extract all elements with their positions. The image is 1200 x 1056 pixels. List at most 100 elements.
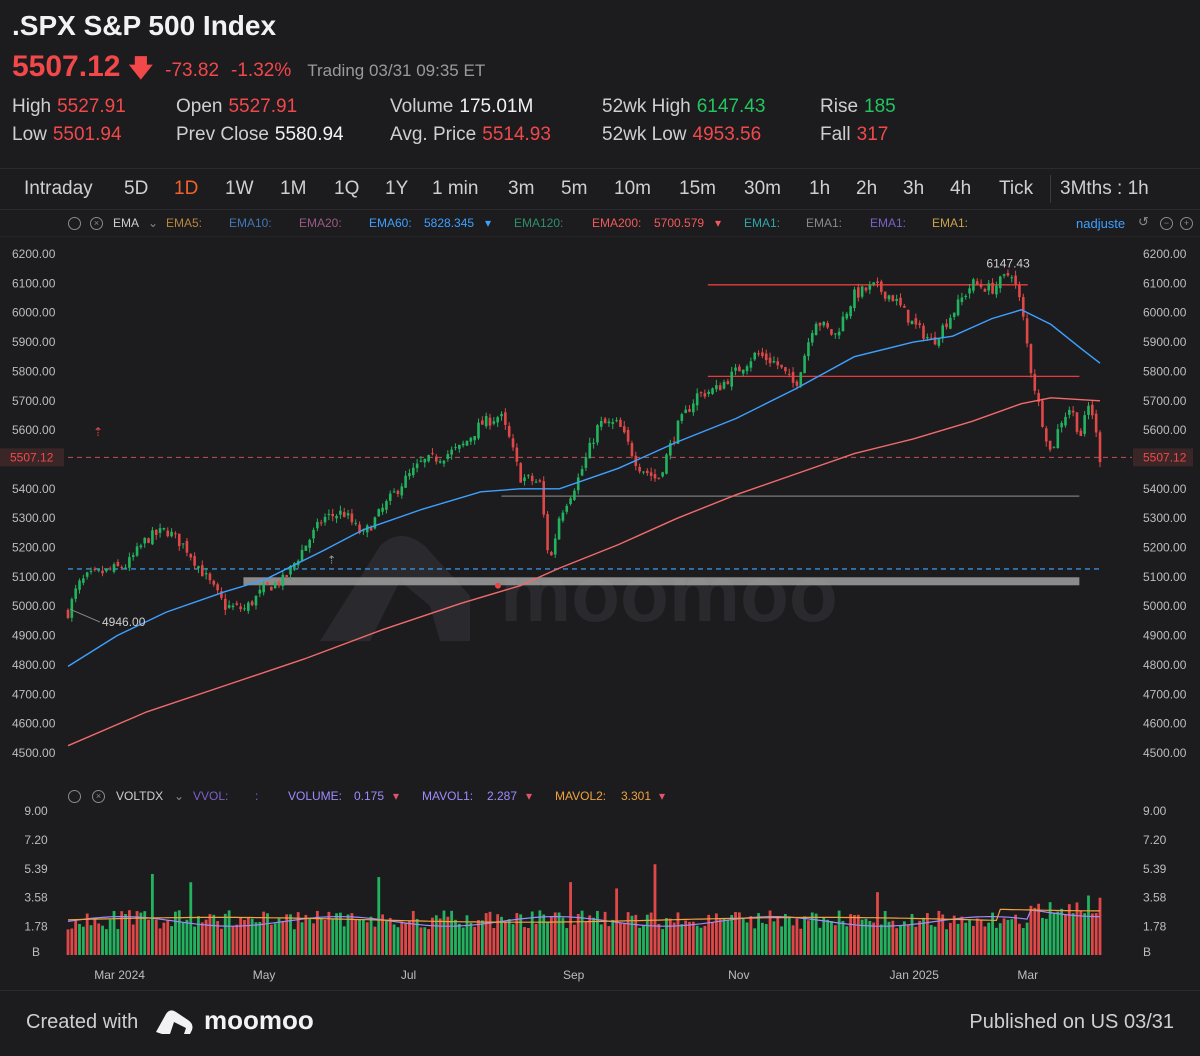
candle-body (243, 608, 246, 610)
candle-body (258, 589, 262, 594)
candle-body (189, 554, 193, 558)
volume-bar (131, 924, 135, 955)
volume-bar (918, 920, 922, 955)
volume-bar (431, 917, 434, 955)
candle-body (734, 367, 737, 371)
volume-indicator-name[interactable]: VOLTDX (116, 789, 164, 803)
volume-bar (158, 928, 162, 955)
candle-body (78, 580, 81, 590)
candle-body (1060, 423, 1063, 428)
volume-bar (327, 911, 331, 955)
adjust-mode[interactable]: nadjuste (1076, 216, 1126, 231)
volume-chevron-down-icon[interactable]: ⌄ (174, 789, 185, 803)
candle-body (174, 533, 177, 535)
volume-bar (450, 910, 454, 955)
candle-body (584, 457, 588, 468)
tab-intraday[interactable]: Intraday (24, 178, 93, 199)
tab-3h[interactable]: 3h (903, 178, 925, 199)
candle-body (342, 512, 346, 517)
zoom-in-icon[interactable]: + (1180, 217, 1193, 230)
price-chart[interactable]: moomoo 6200.00 6200.00 6100.00 6100.00 6000.0… (0, 236, 1200, 786)
volume-bar (381, 914, 384, 955)
volume-dropdown-icon[interactable]: ▾ (393, 789, 400, 803)
event-marker-icon: ⇡ (327, 555, 336, 567)
volume-close-icon[interactable]: × (92, 790, 105, 803)
volume-bar (492, 928, 496, 955)
volume-tick-label-left: B (32, 945, 40, 959)
mavol2-dropdown-icon[interactable]: ▾ (659, 789, 666, 803)
volume-bar (760, 922, 764, 955)
candle-body (247, 602, 250, 611)
ema200-dropdown-icon[interactable]: ▾ (715, 216, 722, 230)
volume-bar (695, 925, 699, 955)
zoom-out-icon[interactable]: − (1160, 217, 1173, 230)
indicator-name[interactable]: EMA (113, 216, 140, 230)
volume-bar (784, 914, 787, 955)
candle-body (481, 420, 484, 425)
close-icon[interactable]: × (90, 217, 103, 230)
x-axis-label: Mar (1017, 968, 1038, 982)
volume-bar (546, 921, 549, 955)
volume-bar (1033, 907, 1037, 955)
volume-bar (177, 910, 181, 955)
volume-gear-icon[interactable] (68, 790, 81, 803)
volume-bar (385, 919, 388, 955)
candle-body (926, 336, 929, 339)
candle-body (553, 538, 557, 555)
volume-bar (388, 917, 392, 955)
tab-15m[interactable]: 15m (679, 178, 716, 199)
tab-1d[interactable]: 1D (174, 178, 199, 199)
volume-bar (573, 924, 576, 955)
tab-5m[interactable]: 5m (561, 178, 588, 199)
gear-icon[interactable] (68, 217, 81, 230)
volume-bar (507, 919, 511, 955)
volume-bar (925, 913, 929, 955)
tab-10m[interactable]: 10m (614, 178, 651, 199)
candle-body (154, 529, 158, 535)
brand-name: moomoo (204, 1005, 314, 1035)
tab-range[interactable]: 3Mths : 1h (1060, 178, 1149, 199)
volume-bar (511, 924, 515, 955)
candle-body (411, 467, 415, 476)
volume-bar (135, 911, 139, 955)
tab-30m[interactable]: 30m (744, 178, 781, 199)
volume-bar (799, 928, 803, 955)
candle-body (185, 540, 189, 553)
ema200-label: EMA200: (592, 216, 642, 230)
tab-2h[interactable]: 2h (856, 178, 878, 199)
candle-body (768, 357, 772, 364)
volume-bar (200, 922, 204, 955)
volume-bar (757, 913, 760, 955)
volume-chart[interactable]: 9.00 9.00 7.20 7.20 5.39 5.39 3.58 3.58 1.78 1.78… (0, 805, 1200, 985)
tab-tick[interactable]: Tick (999, 178, 1034, 199)
candle-body (711, 388, 714, 394)
stat-volume: Volume 175.01M (390, 96, 534, 117)
price-tick-label-right: 5200.00 (1143, 541, 1187, 555)
volume-bar (354, 919, 358, 955)
tab-1h[interactable]: 1h (809, 178, 831, 199)
candle-body (239, 606, 242, 610)
tab-1y[interactable]: 1Y (385, 178, 409, 199)
tab-1q[interactable]: 1Q (334, 178, 360, 199)
price-tick-label-left: 6100.00 (12, 276, 56, 290)
tab-1m[interactable]: 1M (280, 178, 307, 199)
tab-4h[interactable]: 4h (950, 178, 972, 199)
mavol1-dropdown-icon[interactable]: ▾ (526, 789, 533, 803)
volume-bar (480, 920, 484, 955)
volume-bar (496, 914, 500, 955)
ema60-dropdown-icon[interactable]: ▾ (485, 216, 492, 230)
candle-body (972, 279, 975, 291)
chevron-down-icon[interactable]: ⌄ (148, 216, 159, 230)
volume-bar (170, 926, 173, 955)
volume-bar (557, 912, 561, 955)
tab-1min[interactable]: 1 min (432, 178, 479, 199)
candle-body (853, 289, 856, 309)
volume-bar (308, 918, 312, 955)
price-tick-label-left: 5100.00 (12, 570, 56, 584)
undo-icon[interactable]: ↺ (1138, 214, 1149, 229)
tab-1w[interactable]: 1W (225, 178, 254, 199)
tab-3m[interactable]: 3m (508, 178, 535, 199)
candle-body (1068, 409, 1071, 415)
candle-body (369, 527, 373, 531)
tab-5d[interactable]: 5D (124, 178, 149, 199)
